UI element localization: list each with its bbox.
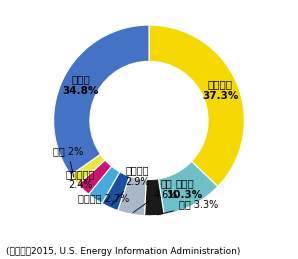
Wedge shape [54,25,149,175]
Text: オランダ 2.7%: オランダ 2.7% [77,194,129,204]
Text: メキシコ
37.3%: メキシコ 37.3% [202,79,238,101]
Wedge shape [102,172,130,211]
Text: ブラジル
2.9%: ブラジル 2.9% [111,165,150,205]
Wedge shape [89,166,120,203]
Wedge shape [149,25,244,186]
Text: コロンビア
2.4%: コロンビア 2.4% [66,169,95,190]
Text: カナダ
10.3%: カナダ 10.3% [167,178,203,200]
Text: 中国
4.6%: 中国 4.6% [133,178,178,212]
Text: 韓国 3.3%: 韓国 3.3% [157,199,218,215]
Wedge shape [78,160,111,194]
Wedge shape [145,179,164,216]
Text: 日本 2%: 日本 2% [53,146,83,177]
Wedge shape [71,154,105,184]
Text: その他
34.8%: その他 34.8% [62,74,99,96]
Text: (データ：2015, U.S. Energy Information Administration): (データ：2015, U.S. Energy Information Admin… [6,247,240,256]
Wedge shape [159,161,218,214]
Wedge shape [118,176,146,216]
